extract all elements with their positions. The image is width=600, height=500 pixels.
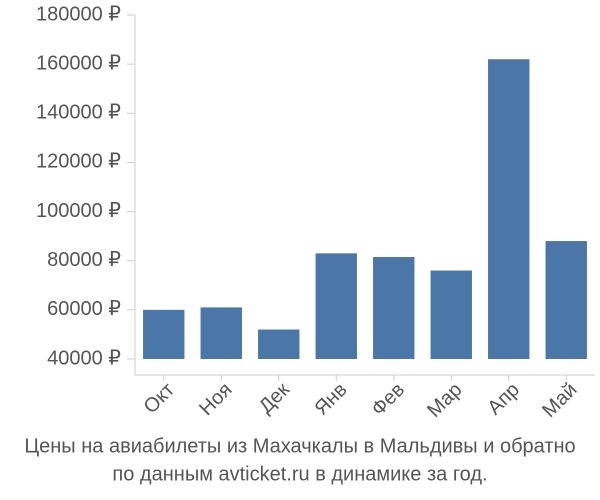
bar [200,307,242,359]
y-tick-label: 80000 ₽ [47,249,121,271]
x-tick-label: Фев [367,379,409,421]
x-tick-label: Май [538,379,581,422]
y-tick-label: 160000 ₽ [36,52,121,74]
bar [315,253,357,359]
x-tick-label: Апр [484,379,525,420]
y-tick-label: 100000 ₽ [36,200,121,222]
x-tick-label: Ноя [195,379,236,420]
y-tick-label: 40000 ₽ [47,347,121,369]
bar [545,241,587,359]
chart-title: Цены на авиабилеты из Махачкалы в Мальди… [24,435,575,457]
chart-subtitle: по данным avticket.ru в динамике за год. [112,463,487,485]
bar [430,270,472,359]
y-tick-label: 180000 ₽ [36,3,121,25]
y-tick-label: 60000 ₽ [47,298,121,320]
x-tick-label: Мар [423,379,466,422]
bar [373,257,415,359]
y-tick-label: 140000 ₽ [36,102,121,124]
x-tick-label: Дек [255,379,294,418]
bar [488,59,530,359]
y-tick-label: 120000 ₽ [36,151,121,173]
x-tick-label: Янв [310,379,351,420]
x-tick-label: Окт [140,379,179,418]
bar [258,329,300,359]
bar [143,309,185,359]
